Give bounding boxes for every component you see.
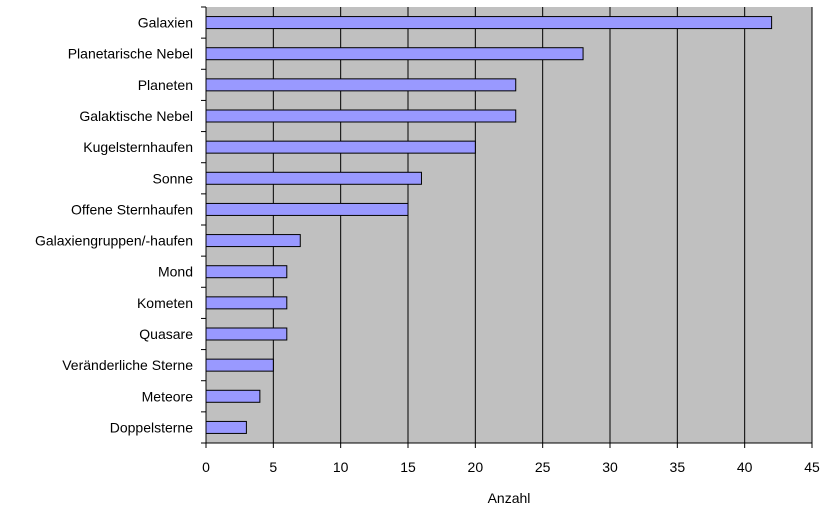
x-tick-label: 20	[468, 459, 484, 475]
category-label: Doppelsterne	[110, 419, 193, 435]
bar	[205, 358, 274, 372]
bar	[205, 78, 517, 92]
category-label: Veränderliche Sterne	[62, 357, 193, 373]
category-label: Planeten	[138, 77, 193, 93]
x-tick-label: 15	[400, 459, 416, 475]
category-label: Galaxiengruppen/-haufen	[35, 233, 193, 249]
axes	[201, 6, 813, 448]
category-label: Galaxien	[138, 15, 193, 31]
x-tick-label: 0	[202, 459, 210, 475]
bar	[205, 16, 773, 30]
x-axis-title: Anzahl	[488, 490, 531, 506]
category-label: Offene Sternhaufen	[71, 201, 193, 217]
bar	[205, 234, 301, 248]
bar	[205, 47, 584, 61]
x-tick-label: 5	[269, 459, 277, 475]
category-label: Mond	[158, 264, 193, 280]
bar	[205, 171, 422, 185]
bar	[205, 327, 288, 341]
bar	[205, 109, 517, 123]
category-label: Galaktische Nebel	[79, 108, 193, 124]
x-tick-labels: 0 5 10 15 20 25 30 35 40 45	[202, 459, 820, 475]
bar	[205, 420, 247, 434]
category-labels: Galaxien Planetarische Nebel Planeten Galak…	[35, 15, 193, 436]
bar	[205, 389, 261, 403]
category-label: Kometen	[137, 295, 193, 311]
x-tick-label: 30	[602, 459, 618, 475]
bar	[205, 296, 288, 310]
category-label: Meteore	[142, 388, 194, 404]
category-label: Quasare	[139, 326, 193, 342]
category-label: Sonne	[153, 170, 194, 186]
x-tick-label: 40	[737, 459, 753, 475]
category-label: Kugelsternhaufen	[83, 139, 193, 155]
x-tick-label: 25	[535, 459, 551, 475]
x-tick-label: 10	[333, 459, 349, 475]
category-label: Planetarische Nebel	[68, 46, 193, 62]
x-tick-label: 45	[804, 459, 820, 475]
x-tick-label: 35	[670, 459, 686, 475]
bar	[205, 140, 476, 154]
plot-area	[206, 7, 812, 443]
bar	[205, 202, 409, 216]
bar	[205, 265, 288, 279]
